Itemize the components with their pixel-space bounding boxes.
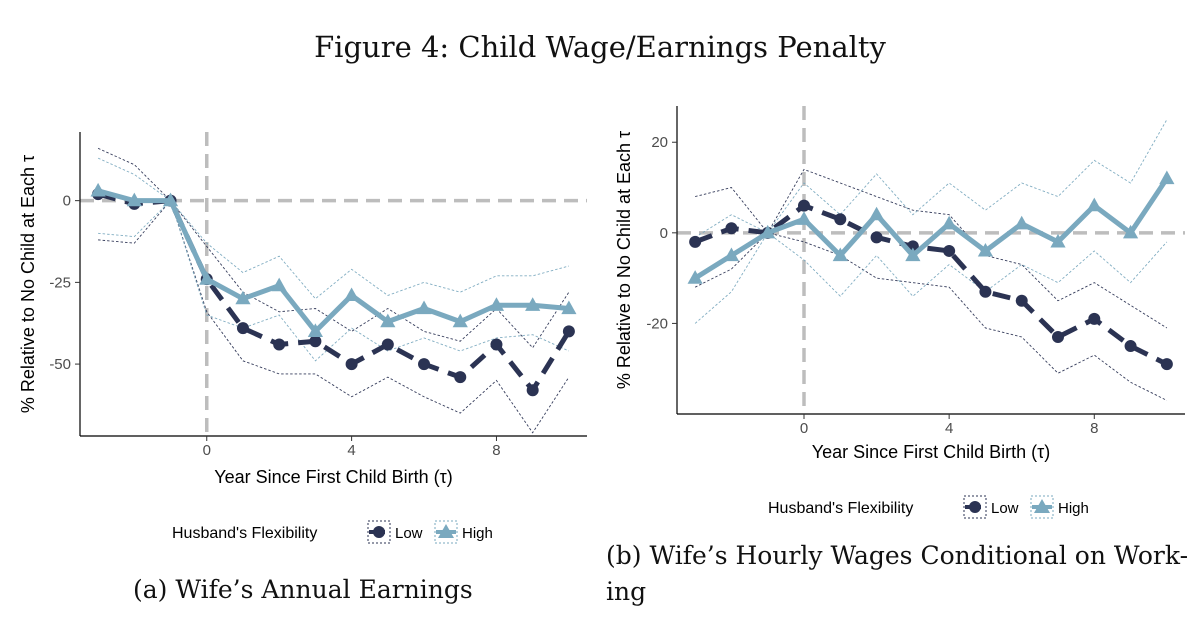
point-high-b — [1014, 215, 1030, 230]
point-high-b — [905, 247, 921, 262]
x-tick-label-a: 0 — [203, 442, 211, 459]
chart-panel-a: 0 4 8 0 -25 -50 Year Since First Child Birth (… — [18, 132, 587, 544]
caption-b: (b) Wife’s Hourly Wages Conditional on W… — [606, 538, 1188, 610]
ci-upper-high-b — [694, 119, 1168, 238]
point-low-b — [979, 285, 992, 298]
point-low-a — [454, 371, 467, 384]
y-tick-label-b: -20 — [646, 315, 668, 332]
point-high-b — [977, 242, 994, 257]
series-line-high-b — [693, 177, 1169, 281]
point-high-a — [235, 290, 251, 305]
x-axis-title-b: Year Since First Child Birth (τ) — [812, 442, 1051, 462]
y-tick-label-a: -50 — [49, 356, 71, 373]
point-low-a — [345, 358, 358, 371]
legend-label-high-a: High — [462, 525, 493, 542]
x-axis-title-a: Year Since First Child Birth (τ) — [214, 467, 453, 487]
caption-b-line-1: (b) Wife’s Hourly Wages Conditional on W… — [606, 541, 1189, 570]
point-high-a — [561, 300, 577, 315]
point-low-b — [1160, 358, 1173, 371]
ci-upper-high-a — [97, 157, 570, 300]
series-line-low-b — [694, 203, 1168, 367]
point-high-a — [126, 192, 142, 207]
point-low-a — [309, 335, 322, 348]
y-tick-label-a: -25 — [49, 274, 71, 291]
y-tick-label-b: 0 — [660, 225, 668, 242]
point-high-b — [723, 247, 740, 262]
x-tick-label-b: 4 — [945, 420, 953, 437]
point-high-b — [941, 215, 957, 230]
point-low-a — [526, 384, 539, 397]
legend-label-low-b: Low — [991, 500, 1019, 517]
y-axis-title-b: % Relative to No Child at Each τ — [614, 131, 634, 389]
point-low-b — [943, 244, 956, 257]
series-line-high-a — [97, 188, 570, 334]
y-axis-title-a: % Relative to No Child at Each τ — [18, 155, 38, 413]
y-tick-label-b: 20 — [651, 134, 668, 151]
y-tick-label-a: 0 — [63, 193, 71, 210]
caption-b-line-2: ing — [606, 577, 647, 606]
point-low-a — [381, 338, 394, 351]
x-tick-label-a: 4 — [347, 442, 355, 459]
point-low-a — [418, 358, 431, 371]
legend-title-b: Husband's Flexibility — [768, 500, 913, 517]
ci-lower-low-b — [694, 232, 1168, 401]
point-low-b — [1124, 340, 1137, 353]
point-low-b — [834, 213, 847, 226]
point-high-a — [525, 297, 541, 311]
point-low-a — [562, 325, 575, 338]
point-low-a — [236, 322, 249, 335]
point-high-a — [416, 300, 432, 315]
point-high-b — [832, 247, 848, 262]
point-high-a — [162, 192, 179, 207]
legend-marker-high-a — [438, 524, 454, 538]
point-high-a — [90, 182, 106, 197]
point-low-b — [1052, 331, 1064, 343]
point-high-b — [868, 206, 885, 221]
ci-lower-high-b — [694, 232, 1168, 324]
x-tick-label-a: 8 — [492, 442, 500, 459]
point-high-a — [271, 277, 287, 292]
point-low-b — [1088, 312, 1101, 325]
point-high-a — [344, 287, 360, 302]
point-high-a — [199, 271, 215, 285]
point-high-b — [1050, 233, 1066, 248]
point-high-b — [1122, 224, 1139, 239]
ci-upper-low-b — [695, 168, 1168, 329]
x-tick-label-b: 0 — [800, 420, 808, 437]
legend-label-high-b: High — [1058, 500, 1089, 517]
point-high-a — [307, 323, 323, 337]
figure-title: Figure 4: Child Wage/Earnings Penalty — [314, 30, 886, 64]
legend-marker-high-b — [1034, 499, 1050, 513]
point-high-a — [488, 297, 505, 311]
point-high-b — [1159, 170, 1175, 185]
caption-a: (a) Wife’s Annual Earnings — [133, 575, 473, 604]
point-low-a — [273, 338, 286, 351]
legend-label-low-a: Low — [395, 525, 423, 542]
point-high-b — [687, 270, 703, 284]
ci-lower-low-a — [98, 199, 570, 434]
point-high-b — [760, 224, 776, 239]
point-high-b — [1086, 197, 1102, 212]
point-low-b — [689, 235, 702, 248]
point-high-a — [380, 313, 396, 328]
x-tick-label-b: 8 — [1090, 420, 1098, 437]
point-low-b — [725, 222, 738, 235]
legend-title-a: Husband's Flexibility — [172, 525, 317, 542]
point-low-b — [870, 231, 883, 244]
point-high-b — [796, 211, 812, 225]
point-high-a — [452, 313, 468, 328]
point-low-b — [1015, 294, 1028, 307]
legend-marker-low-a — [373, 526, 385, 538]
point-low-b — [798, 199, 810, 212]
legend-marker-low-b — [969, 501, 981, 513]
point-low-a — [490, 338, 503, 351]
